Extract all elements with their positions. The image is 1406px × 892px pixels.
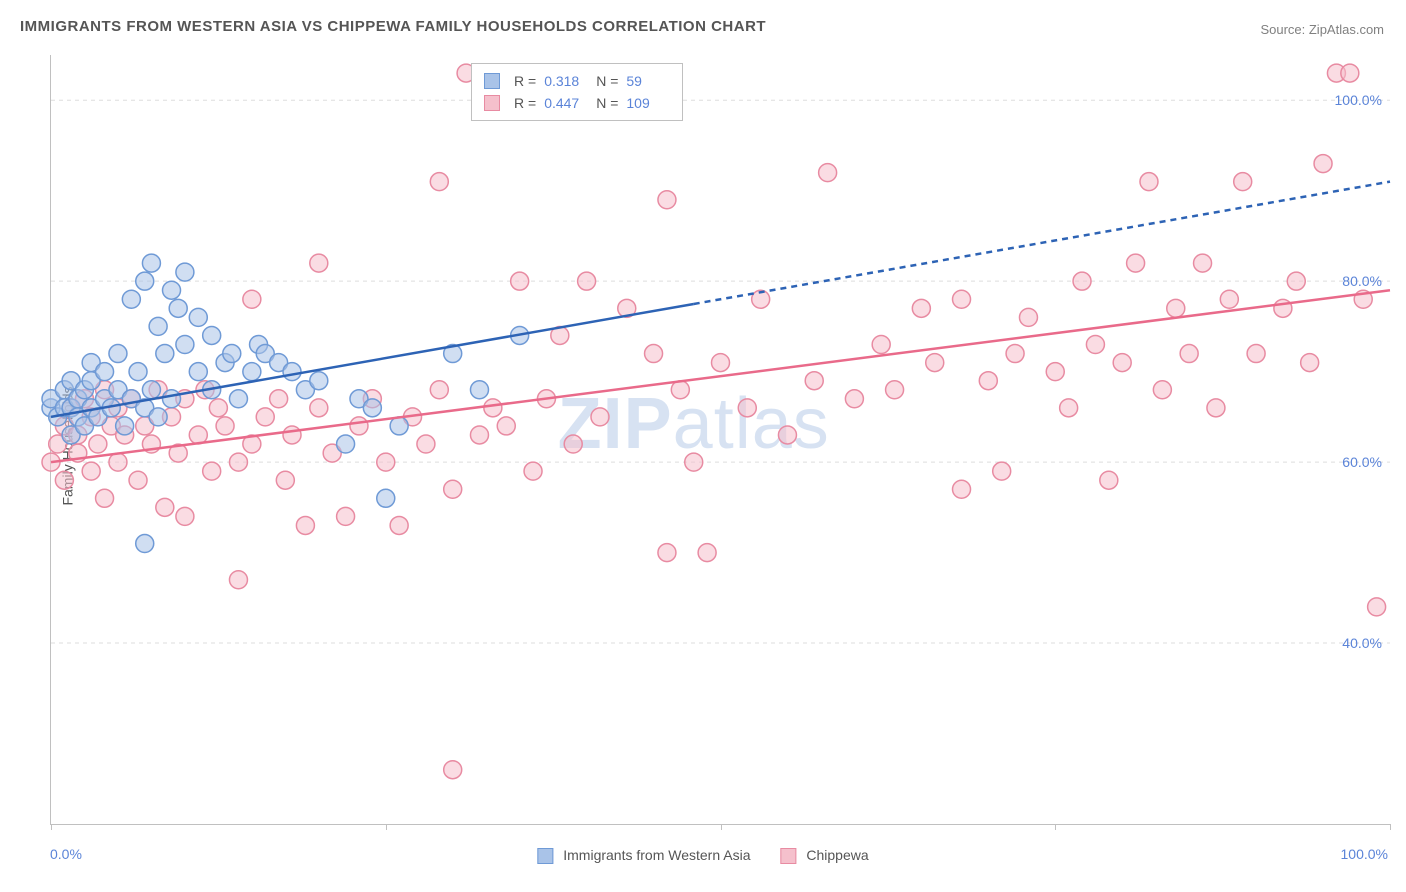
n-label-1: N = bbox=[596, 70, 618, 92]
r-value-1: 0.318 bbox=[544, 70, 588, 92]
legend-swatch-2 bbox=[780, 848, 796, 864]
x-axis-start-label: 0.0% bbox=[50, 846, 82, 862]
chart-title: IMMIGRANTS FROM WESTERN ASIA VS CHIPPEWA… bbox=[20, 18, 766, 35]
plot-area: ZIPatlas R = 0.318 N = 59 R = 0.447 N = … bbox=[50, 55, 1390, 825]
r-value-2: 0.447 bbox=[544, 92, 588, 114]
y-tick-label: 60.0% bbox=[1342, 454, 1382, 470]
legend-label-2: Chippewa bbox=[806, 847, 868, 863]
legend-item-2: Chippewa bbox=[780, 847, 868, 864]
x-tick-mark bbox=[1390, 824, 1391, 830]
r-label-1: R = bbox=[514, 70, 536, 92]
n-value-2: 109 bbox=[626, 92, 670, 114]
x-tick-mark bbox=[51, 824, 52, 830]
n-label-2: N = bbox=[596, 92, 618, 114]
x-tick-mark bbox=[386, 824, 387, 830]
legend-item-1: Immigrants from Western Asia bbox=[537, 847, 750, 864]
source-attribution: Source: ZipAtlas.com bbox=[1260, 22, 1384, 37]
bottom-legend: Immigrants from Western Asia Chippewa bbox=[537, 847, 868, 864]
series-2-swatch bbox=[484, 95, 500, 111]
x-tick-mark bbox=[1055, 824, 1056, 830]
y-tick-label: 80.0% bbox=[1342, 273, 1382, 289]
n-value-1: 59 bbox=[626, 70, 670, 92]
r-label-2: R = bbox=[514, 92, 536, 114]
legend-label-1: Immigrants from Western Asia bbox=[563, 847, 750, 863]
stats-legend-box: R = 0.318 N = 59 R = 0.447 N = 109 bbox=[471, 63, 683, 121]
x-tick-mark bbox=[721, 824, 722, 830]
chart-canvas bbox=[51, 55, 1390, 824]
stats-row-series-2: R = 0.447 N = 109 bbox=[484, 92, 670, 114]
x-axis-end-label: 100.0% bbox=[1341, 846, 1388, 862]
stats-row-series-1: R = 0.318 N = 59 bbox=[484, 70, 670, 92]
y-tick-label: 100.0% bbox=[1335, 92, 1382, 108]
y-tick-label: 40.0% bbox=[1342, 635, 1382, 651]
legend-swatch-1 bbox=[537, 848, 553, 864]
series-1-swatch bbox=[484, 73, 500, 89]
